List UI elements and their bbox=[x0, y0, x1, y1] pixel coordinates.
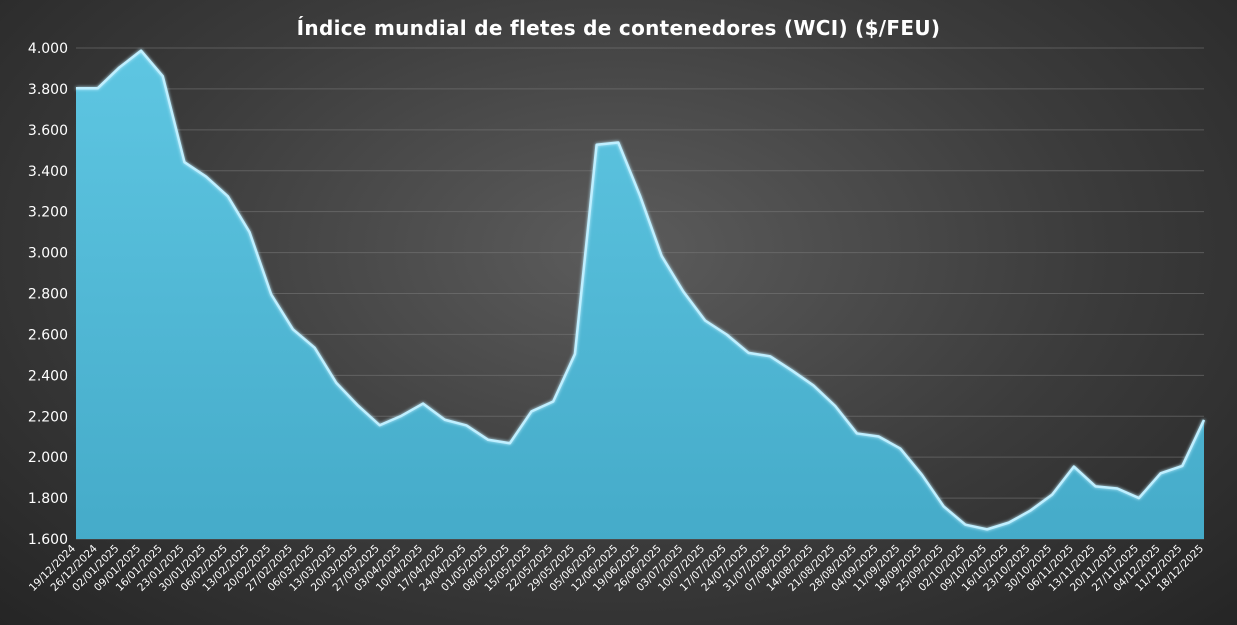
y-tick-label: 4.000 bbox=[28, 41, 68, 57]
y-tick-label: 2.800 bbox=[28, 287, 68, 303]
y-tick-label: 1.800 bbox=[28, 491, 68, 507]
y-tick-label: 3.000 bbox=[28, 246, 68, 262]
series-area-layer bbox=[75, 49, 1206, 539]
y-tick-label: 2.000 bbox=[28, 450, 68, 466]
y-axis-ticks: 1.600 1.800 2.000 2.200 2.400 2.600 2.800 3.000… bbox=[28, 41, 68, 548]
y-tick-label: 1.600 bbox=[28, 532, 68, 548]
y-tick-label: 3.200 bbox=[28, 205, 68, 221]
chart-title: Índice mundial de fletes de contenedores… bbox=[296, 16, 941, 40]
x-axis-ticks: 19/12/202426/12/202402/01/202509/01/2025… bbox=[27, 542, 1206, 594]
y-tick-label: 3.400 bbox=[28, 164, 68, 180]
y-tick-label: 2.200 bbox=[28, 409, 68, 425]
series-area-fill bbox=[76, 50, 1204, 539]
y-tick-label: 3.600 bbox=[28, 123, 68, 139]
y-tick-label: 3.800 bbox=[28, 82, 68, 98]
y-tick-label: 2.600 bbox=[28, 327, 68, 343]
y-tick-label: 2.400 bbox=[28, 368, 68, 384]
